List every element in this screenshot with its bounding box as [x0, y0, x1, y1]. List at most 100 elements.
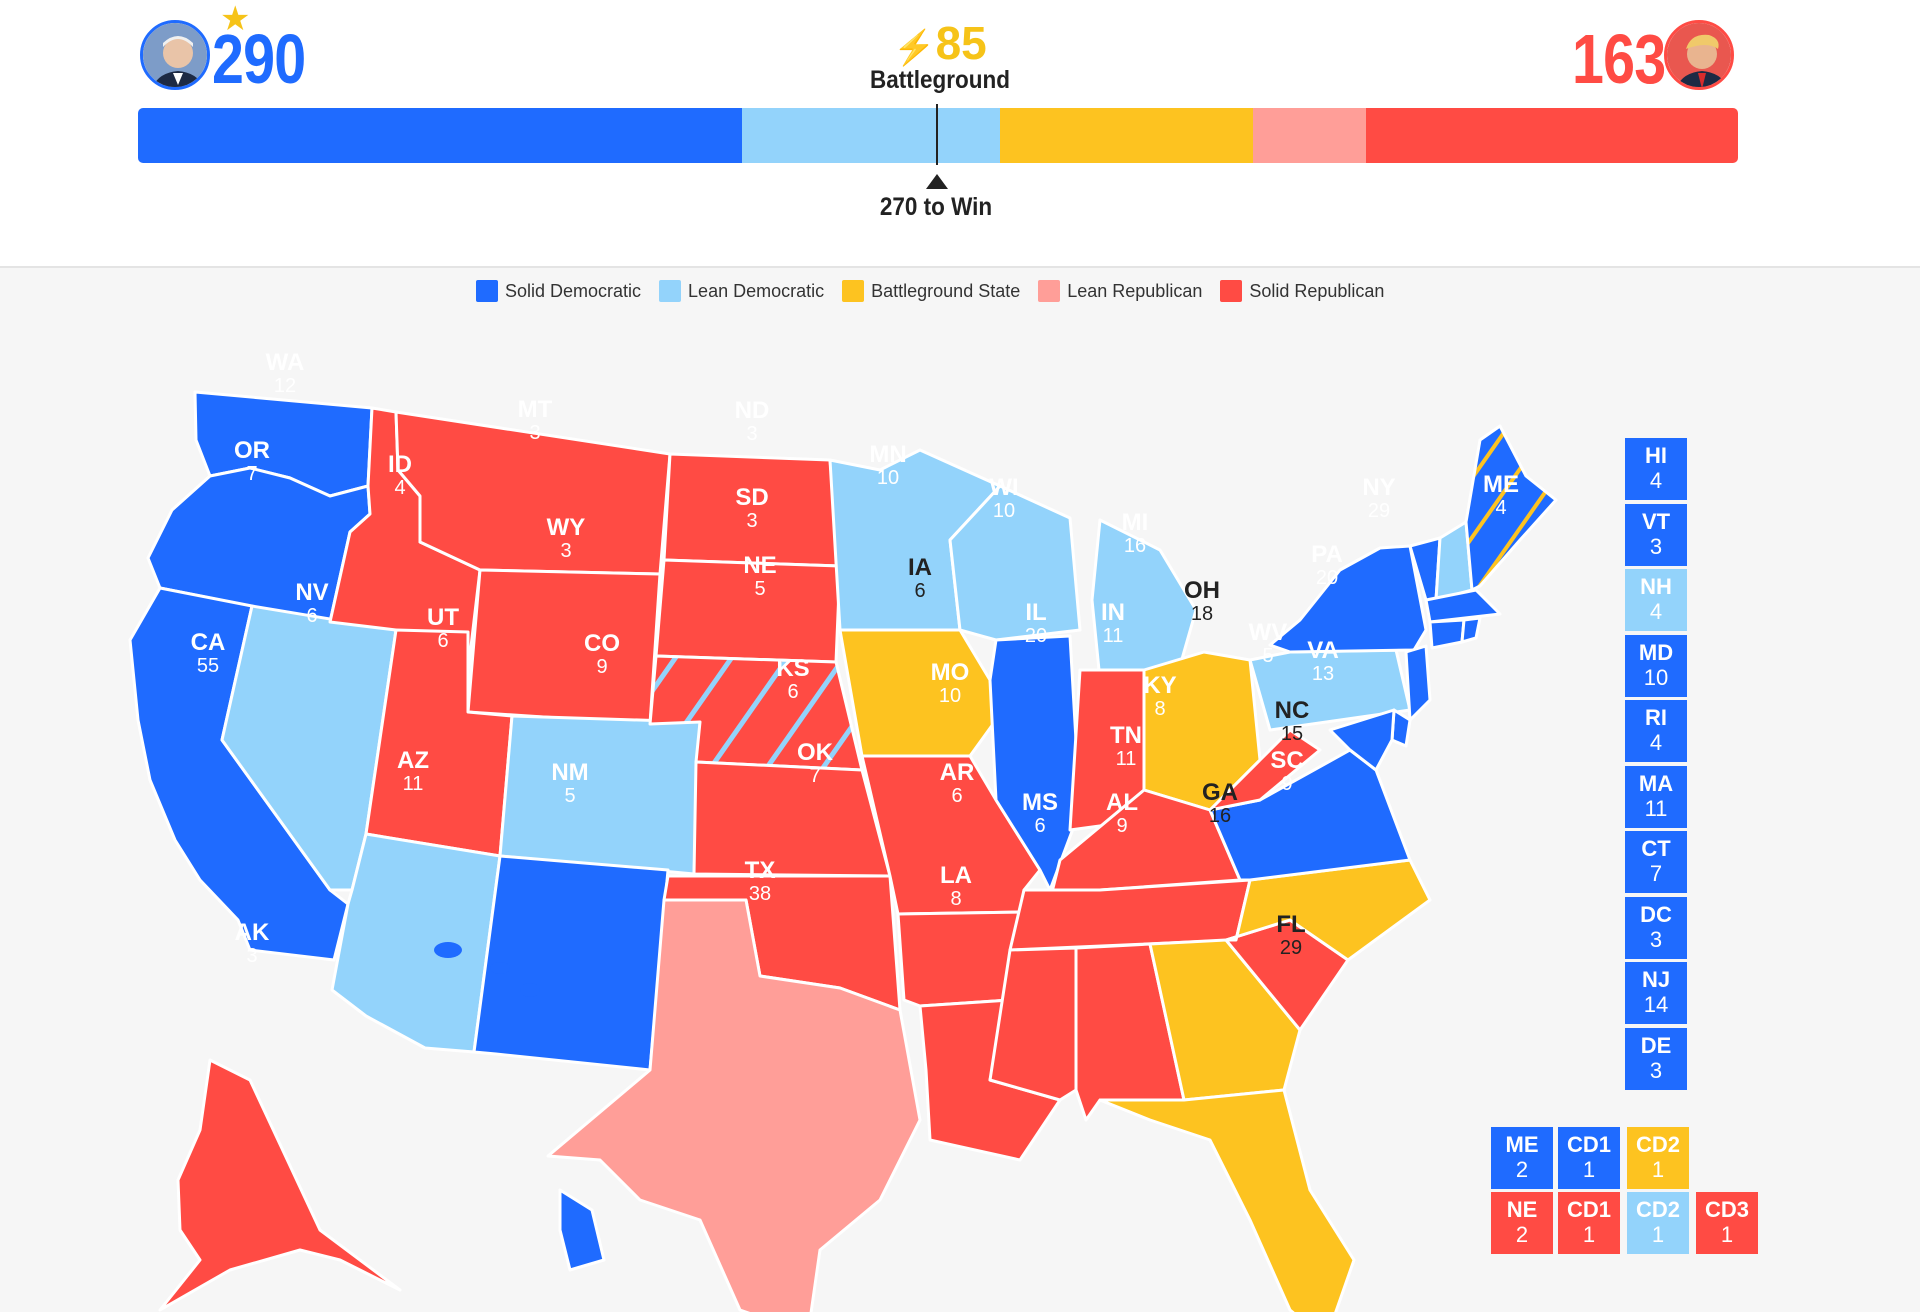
- win-threshold-line: [936, 104, 938, 165]
- dem-electoral-total: 290: [212, 20, 306, 98]
- small-state-box-md[interactable]: MD 10: [1625, 634, 1687, 697]
- state-pa[interactable]: [1248, 648, 1412, 732]
- legend-item: Lean Republican: [1038, 280, 1202, 302]
- state-label: AZ: [397, 747, 429, 774]
- state-electoral-votes: 8: [950, 888, 961, 910]
- small-state-box-ri[interactable]: RI 4: [1625, 700, 1687, 762]
- state-wy[interactable]: [466, 568, 662, 726]
- state-tx[interactable]: [546, 898, 922, 1312]
- state-ms[interactable]: [988, 946, 1078, 1102]
- battleground-total: ⚡85: [893, 17, 987, 69]
- state-nj[interactable]: [1404, 644, 1432, 722]
- state-label: KY: [1143, 672, 1176, 699]
- small-state-ev: 4: [1649, 468, 1663, 493]
- state-electoral-votes: 38: [749, 883, 771, 905]
- us-electoral-map: WA12OR7CA55NV6ID4MT3WY3UT6AZ11CO9NM5ND3S…: [128, 349, 1558, 1312]
- district-box[interactable]: CD3 1: [1696, 1192, 1758, 1254]
- state-ks[interactable]: [692, 760, 892, 878]
- candidate-portrait-icon: [1667, 23, 1731, 87]
- district-box[interactable]: CD1 1: [1558, 1127, 1620, 1189]
- state-electoral-votes: 10: [939, 685, 961, 707]
- state-va[interactable]: [1208, 748, 1412, 882]
- state-electoral-votes: 12: [274, 375, 296, 397]
- state-electoral-votes: 11: [1103, 625, 1124, 647]
- state-co[interactable]: [498, 714, 702, 876]
- state-label: IA: [908, 554, 932, 581]
- state-ak[interactable]: [158, 1058, 402, 1312]
- state-ct[interactable]: [1428, 618, 1466, 650]
- state-il[interactable]: [988, 634, 1082, 892]
- small-state-abbr: RI: [1645, 705, 1667, 730]
- district-abbr: CD3: [1704, 1197, 1749, 1222]
- state-ia[interactable]: [838, 628, 998, 758]
- rep-candidate-avatar: [1664, 20, 1734, 90]
- legend-label: Lean Democratic: [688, 280, 825, 301]
- state-ny[interactable]: [1268, 544, 1428, 654]
- state-ma[interactable]: [1424, 588, 1502, 624]
- small-state-abbr: VT: [1641, 508, 1671, 534]
- state-label: WY: [547, 514, 586, 541]
- state-label: MS: [1022, 789, 1058, 816]
- district-abbr: CD2: [1635, 1197, 1680, 1222]
- small-state-box-hi[interactable]: HI 4: [1625, 438, 1687, 500]
- district-box[interactable]: CD2 1: [1627, 1127, 1689, 1189]
- state-wi[interactable]: [948, 484, 1082, 642]
- small-state-ev: 3: [1649, 1057, 1663, 1083]
- small-state-abbr: DC: [1640, 901, 1672, 927]
- state-electoral-votes: 6: [787, 681, 798, 703]
- state-electoral-votes: 3: [529, 422, 540, 444]
- candidate-portrait-icon: [143, 23, 207, 87]
- state-electoral-votes: 9: [596, 656, 607, 678]
- small-state-box-ct[interactable]: CT 7: [1625, 831, 1687, 893]
- legend-swatch: [476, 280, 498, 302]
- legend-swatch: [659, 280, 682, 302]
- small-state-ev: 7: [1649, 861, 1663, 886]
- state-label: WI: [989, 474, 1018, 501]
- small-state-box-vt[interactable]: VT 3: [1625, 503, 1687, 566]
- small-state-ev: 3: [1649, 533, 1663, 559]
- district-ev: 1: [1582, 1157, 1596, 1182]
- state-electoral-votes: 6: [306, 605, 317, 627]
- state-ga[interactable]: [1148, 938, 1302, 1102]
- state-wv[interactable]: [1208, 728, 1322, 812]
- state-electoral-votes: 5: [564, 785, 575, 807]
- district-ev: 2: [1515, 1157, 1529, 1182]
- state-electoral-votes: 55: [197, 655, 219, 677]
- district-box[interactable]: ME 2: [1491, 1127, 1553, 1189]
- small-state-box-de[interactable]: DE 3: [1625, 1027, 1687, 1090]
- legend-label: Solid Democratic: [505, 280, 642, 301]
- state-nm[interactable]: [472, 854, 670, 1072]
- small-state-box-dc[interactable]: DC 3: [1625, 896, 1687, 959]
- small-state-box-nj[interactable]: NJ 14: [1625, 962, 1687, 1024]
- state-electoral-votes: 4: [1495, 497, 1506, 519]
- state-label: LA: [940, 862, 972, 889]
- district-box[interactable]: CD1 1: [1558, 1192, 1620, 1254]
- state-label: IN: [1101, 599, 1125, 626]
- state-electoral-votes: 6: [914, 580, 925, 602]
- state-fl[interactable]: [1098, 1088, 1356, 1312]
- winner-star-icon: ★: [220, 0, 251, 38]
- state-electoral-votes: 6: [1034, 815, 1045, 837]
- district-ev: 1: [1720, 1222, 1734, 1247]
- state-label: AL: [1106, 789, 1138, 816]
- legend-label: Lean Republican: [1067, 280, 1203, 301]
- state-electoral-votes: 6: [951, 785, 962, 807]
- triangle-up-icon: [926, 174, 948, 189]
- small-state-abbr: CT: [1641, 836, 1671, 861]
- district-ev: 1: [1582, 1222, 1596, 1247]
- state-me[interactable]: [1464, 424, 1558, 592]
- state-hi[interactable]: [558, 1188, 606, 1272]
- state-az[interactable]: [330, 832, 502, 1054]
- district-box[interactable]: CD2 1: [1627, 1192, 1689, 1254]
- small-state-box-nh[interactable]: NH 4: [1625, 569, 1687, 631]
- state-label: ID: [388, 451, 412, 478]
- state-electoral-votes: 4: [394, 477, 405, 499]
- dem-candidate-avatar: [140, 20, 210, 90]
- state-md[interactable]: [1328, 708, 1396, 772]
- small-state-box-ma[interactable]: MA 11: [1625, 765, 1687, 828]
- state-ri[interactable]: [1460, 616, 1482, 644]
- state-label: NM: [551, 759, 588, 786]
- state-electoral-votes: 29: [1280, 937, 1302, 959]
- legend-swatch: [1220, 280, 1243, 302]
- district-box[interactable]: NE 2: [1491, 1192, 1553, 1254]
